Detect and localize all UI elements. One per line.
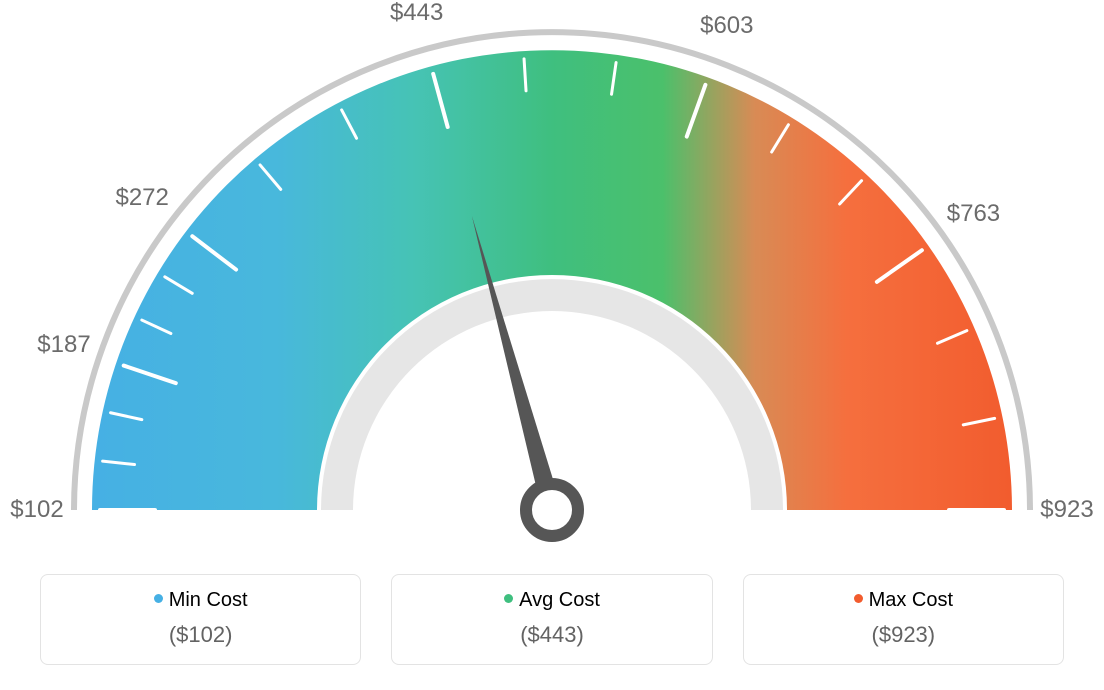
gauge-svg bbox=[0, 0, 1104, 560]
legend-card-avg: Avg Cost ($443) bbox=[391, 574, 712, 665]
legend-max-value: ($923) bbox=[754, 622, 1053, 648]
legend-avg-title: Avg Cost bbox=[402, 589, 701, 612]
gauge-tick-label: $603 bbox=[700, 12, 753, 40]
cost-gauge: $102 $187 $272 $443 $603 $763 $923 bbox=[0, 0, 1104, 560]
legend-max-label: Max Cost bbox=[869, 589, 953, 611]
legend-max-title: Max Cost bbox=[754, 589, 1053, 612]
dot-icon-avg bbox=[504, 594, 513, 603]
gauge-tick-label: $272 bbox=[115, 184, 168, 212]
gauge-tick-label: $102 bbox=[10, 496, 63, 524]
dot-icon-min bbox=[154, 594, 163, 603]
dot-icon-max bbox=[854, 594, 863, 603]
gauge-tick-label: $443 bbox=[390, 0, 443, 27]
gauge-tick-label: $923 bbox=[1040, 496, 1093, 524]
legend-card-min: Min Cost ($102) bbox=[40, 574, 361, 665]
legend-card-max: Max Cost ($923) bbox=[743, 574, 1064, 665]
legend-avg-value: ($443) bbox=[402, 622, 701, 648]
legend-row: Min Cost ($102) Avg Cost ($443) Max Cost… bbox=[40, 574, 1064, 665]
gauge-tick-label: $763 bbox=[947, 200, 1000, 228]
legend-min-title: Min Cost bbox=[51, 589, 350, 612]
legend-min-label: Min Cost bbox=[169, 589, 248, 611]
legend-min-value: ($102) bbox=[51, 622, 350, 648]
gauge-tick-label: $187 bbox=[37, 331, 90, 359]
legend-avg-label: Avg Cost bbox=[519, 589, 600, 611]
